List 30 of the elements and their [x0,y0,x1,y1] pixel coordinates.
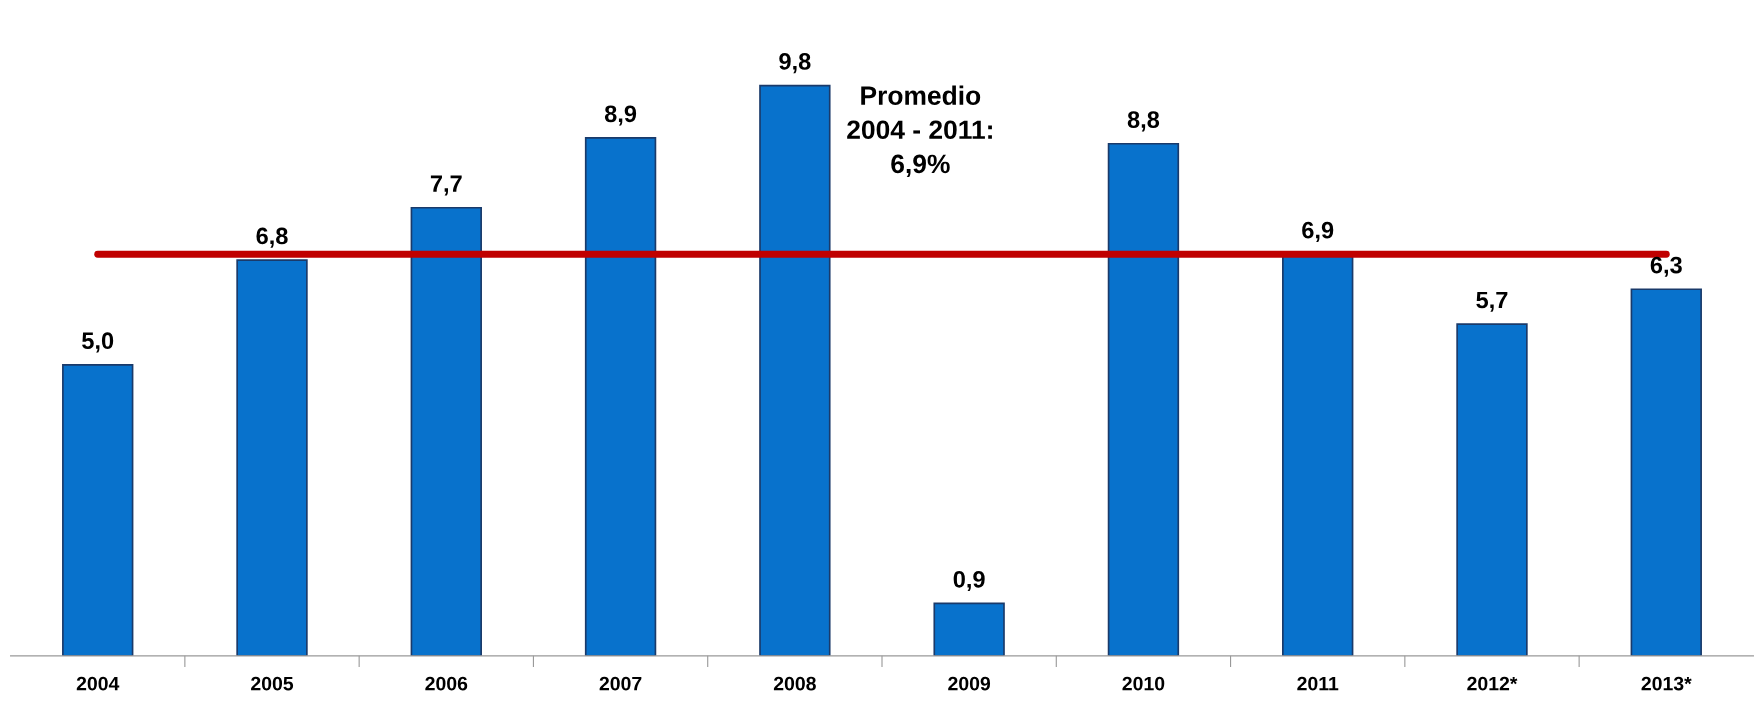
x-tick-label: 2012* [1467,676,1518,691]
data-label: 5,0 [82,332,114,353]
x-tick-label: 2008 [773,676,816,691]
x-tick-label: 2007 [599,676,642,691]
bar [236,259,308,656]
bar [62,364,134,656]
x-tick-label: 2005 [251,676,294,691]
data-label: 0,9 [953,570,985,592]
x-tick-label: 2010 [1122,676,1165,691]
bar [933,602,1005,656]
bar [1107,142,1180,656]
x-tick-label: 2006 [425,676,468,691]
data-label: 8,9 [604,105,637,126]
data-label: 6,3 [1650,256,1682,277]
x-tick-label: 2011 [1297,676,1339,691]
data-label: 5,7 [1476,291,1508,312]
annotation: Promedio 2004 - 2011: 6,9% [847,85,992,178]
data-label: 8,8 [1127,111,1160,132]
data-label: 6,8 [256,227,288,248]
bar [759,84,831,656]
x-tick-label: 2004 [76,676,120,691]
x-tick-label: 2009 [948,676,991,691]
x-tick-label: 2013* [1641,676,1692,691]
bar [1630,288,1702,656]
bar [1456,323,1528,656]
data-label: 9,8 [779,53,811,74]
data-label: 6,9 [1302,221,1334,242]
bar [584,137,657,656]
bar [410,206,482,656]
data-label: 7,7 [430,175,462,196]
